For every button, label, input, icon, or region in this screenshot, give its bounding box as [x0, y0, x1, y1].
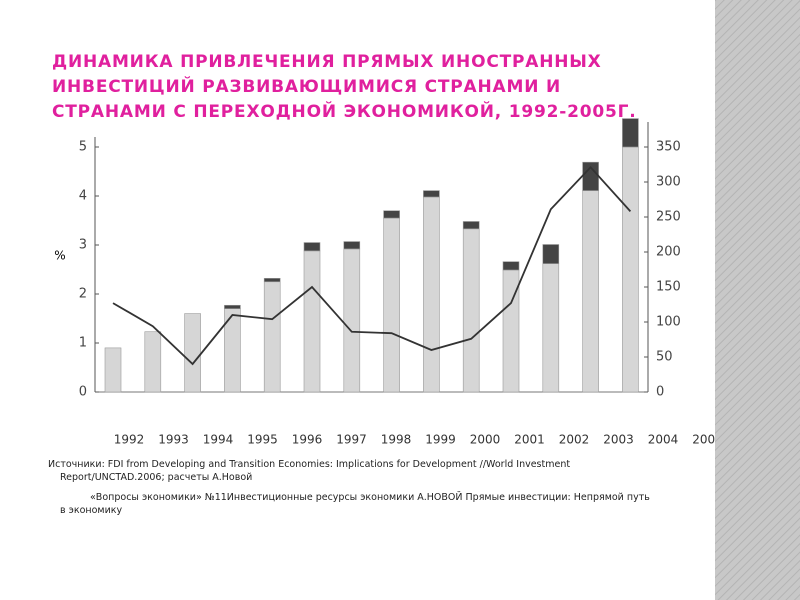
bar-segment — [383, 217, 400, 393]
y-tick-label: 2 — [79, 287, 87, 302]
x-tick-label: 2002 — [559, 433, 590, 447]
slide-title: ДИНАМИКА ПРИВЛЕЧЕНИЯ ПРЯМЫХ ИНОСТРАННЫХ … — [52, 52, 637, 122]
y2-tick-label: 250 — [656, 210, 681, 225]
y-tick-label: 5 — [79, 140, 87, 155]
bar-segment — [423, 196, 440, 393]
x-tick-label: 1992 — [114, 433, 145, 447]
bar-segment — [622, 146, 639, 393]
y2-tick-label: 200 — [656, 245, 681, 260]
bar-segment — [263, 278, 281, 283]
bar-segment — [104, 347, 122, 393]
x-tick-label: 1994 — [203, 433, 234, 447]
bar-segment — [502, 261, 520, 271]
bar-segment — [622, 118, 639, 148]
bar-segment — [343, 248, 361, 393]
bar-segment — [303, 250, 321, 393]
y2-tick-label: 50 — [656, 350, 673, 365]
y2-tick-label: 350 — [656, 140, 681, 155]
x-tick-label: 2005 — [692, 433, 715, 447]
bar-segment — [184, 313, 201, 393]
y-tick-label: 3 — [79, 238, 87, 253]
x-tick-label: 1998 — [381, 433, 412, 447]
bar-segment — [343, 241, 361, 250]
y2-tick-label: 0 — [656, 385, 664, 400]
bar-segment — [224, 304, 241, 309]
bar-segment — [263, 281, 281, 393]
x-tick-label: 1997 — [336, 433, 367, 447]
bar-segment — [582, 190, 599, 393]
side-band — [715, 0, 800, 600]
y-tick-label: 4 — [79, 189, 87, 204]
x-tick-label: 1996 — [292, 433, 323, 447]
source-note: Источники: FDI from Developing and Trans… — [48, 459, 571, 483]
source-note: «Вопросы экономики» №11Инвестиционные ре… — [60, 492, 650, 516]
bar-segment — [542, 244, 560, 264]
bar-segment — [383, 210, 400, 219]
x-tick-label: 2001 — [514, 433, 545, 447]
y-tick-label: 0 — [79, 385, 87, 400]
x-tick-label: 1993 — [158, 433, 189, 447]
bar-segment — [462, 228, 480, 393]
y-tick-label: 1 — [79, 336, 87, 351]
x-tick-label: 2003 — [603, 433, 634, 447]
bar-segment — [144, 331, 162, 393]
x-tick-label: 2004 — [648, 433, 679, 447]
y2-tick-label: 100 — [656, 315, 681, 330]
bar-segment — [423, 190, 440, 198]
bar-segment — [542, 263, 560, 393]
x-tick-label: 1995 — [247, 433, 278, 447]
bar-segment — [462, 221, 480, 230]
x-tick-label: 1999 — [425, 433, 456, 447]
line-series — [112, 165, 632, 366]
y-axis-label: % — [54, 249, 65, 263]
y2-tick-label: 150 — [656, 280, 681, 295]
x-tick-label: 2000 — [470, 433, 501, 447]
bar-segment — [303, 242, 321, 252]
y2-tick-label: 300 — [656, 175, 681, 190]
